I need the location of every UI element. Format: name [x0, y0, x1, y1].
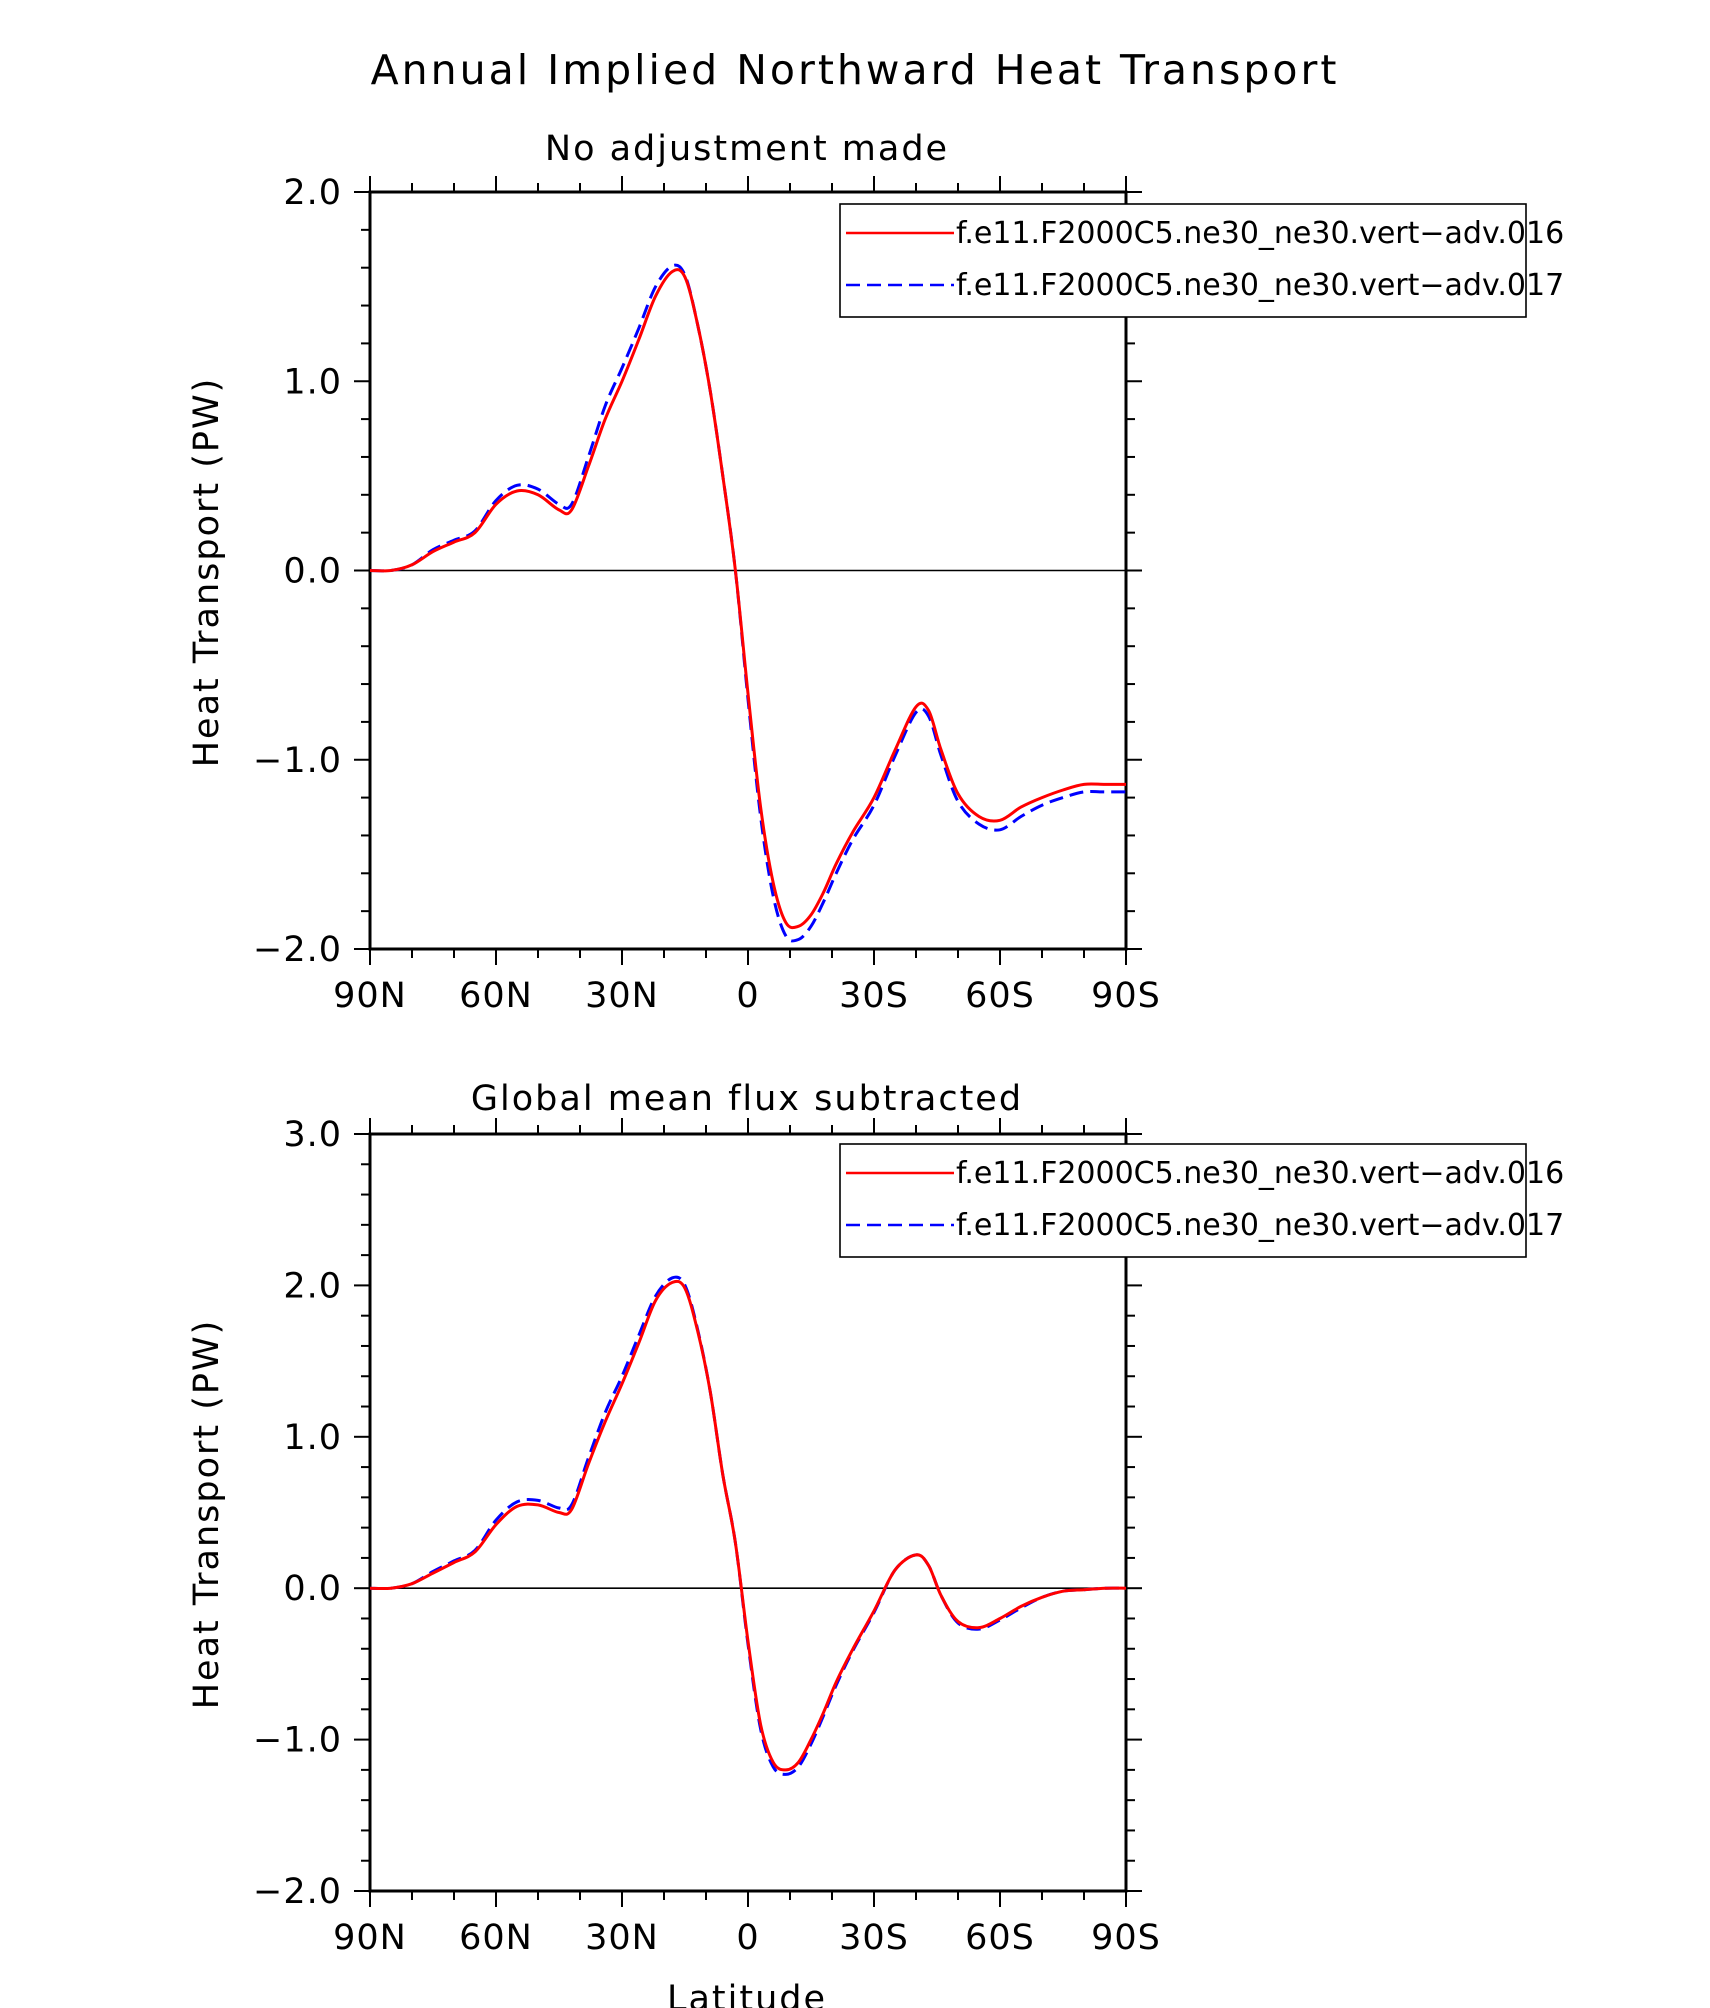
y-tick-label: 3.0 — [283, 1115, 342, 1155]
x-tick-label: 30S — [839, 1918, 909, 1958]
legend-box — [839, 1143, 1527, 1258]
y-tick-label: −2.0 — [253, 1872, 342, 1912]
legend: f.e11.F2000C5.ne30_ne30.vert−adv.016 f.e… — [839, 1143, 1564, 1258]
y-tick-label: −2.0 — [253, 930, 342, 970]
y-tick-label: 1.0 — [283, 1418, 342, 1458]
panel-no-adjustment: No adjustment made Heat Transport (PW) −… — [187, 129, 1564, 1016]
y-tick-label: 2.0 — [283, 1266, 342, 1306]
x-tick-label: 60N — [459, 976, 533, 1016]
y-axis-label: Heat Transport (PW) — [187, 1319, 227, 1710]
plot-area: −2.0 −1.0 0.0 1.0 2.0 90N 60N 30N 0 30S 60S 90S — [253, 173, 1161, 1016]
y-tick-label: 2.0 — [283, 173, 342, 213]
series-line-016 — [369, 268, 1126, 930]
legend-label-017: f.e11.F2000C5.ne30_ne30.vert−adv.017 — [956, 1208, 1564, 1243]
y-tick-label: −1.0 — [253, 741, 342, 781]
legend-box — [839, 203, 1527, 318]
x-tick-label: 0 — [736, 1918, 759, 1958]
x-tick-label: 60N — [459, 1918, 533, 1958]
legend-label-016: f.e11.F2000C5.ne30_ne30.vert−adv.016 — [956, 216, 1564, 251]
x-tick-label: 30S — [839, 976, 909, 1016]
x-tick-label: 0 — [736, 976, 759, 1016]
panel-title: Global mean flux subtracted — [471, 1079, 1023, 1119]
x-tick-label: 90N — [333, 976, 407, 1016]
legend-label-017: f.e11.F2000C5.ne30_ne30.vert−adv.017 — [956, 268, 1564, 303]
x-tick-label: 90N — [333, 1918, 407, 1958]
y-tick-label: 1.0 — [283, 362, 342, 402]
x-tick-label: 90S — [1091, 1918, 1161, 1958]
x-tick-label: 90S — [1091, 976, 1161, 1016]
y-tick-label: 0.0 — [283, 1569, 342, 1609]
x-tick-label: 30N — [585, 976, 659, 1016]
x-tick-label: 60S — [965, 1918, 1035, 1958]
plot-area: −2.0 −1.0 0.0 1.0 2.0 3.0 90N 60N 30N 0 30S 60S 90S — [253, 1115, 1161, 1958]
y-axis-label: Heat Transport (PW) — [187, 377, 227, 768]
panel-title: No adjustment made — [545, 129, 949, 169]
series-line-016 — [369, 1279, 1127, 1772]
y-tick-label: 0.0 — [283, 552, 342, 592]
x-tick-label: 30N — [585, 1918, 659, 1958]
legend-label-016: f.e11.F2000C5.ne30_ne30.vert−adv.016 — [956, 1156, 1564, 1191]
y-tick-label: −1.0 — [253, 1721, 342, 1761]
panel-global-mean-subtracted: Global mean flux subtracted Heat Transpo… — [187, 1079, 1564, 2008]
x-tick-label: 60S — [965, 976, 1035, 1016]
figure-title: Annual Implied Northward Heat Transport — [371, 46, 1340, 94]
legend: f.e11.F2000C5.ne30_ne30.vert−adv.016 f.e… — [839, 203, 1564, 318]
series-line-017 — [369, 1275, 1127, 1776]
x-axis-label: Latitude — [667, 1979, 827, 2008]
